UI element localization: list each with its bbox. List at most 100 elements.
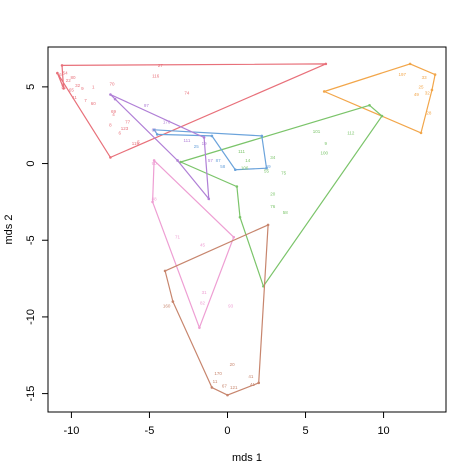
x-tick-label: -5 xyxy=(145,425,155,437)
x-tick-label: 10 xyxy=(377,425,389,437)
point-label: 31 xyxy=(202,290,208,295)
point-label: 76 xyxy=(270,204,276,209)
point-label: 61 xyxy=(152,127,158,132)
point-label: 5 xyxy=(137,140,140,145)
point-label: 71 xyxy=(175,235,181,240)
hull-vertex-marker xyxy=(235,185,239,188)
point-label: 9 xyxy=(81,86,84,91)
hull-vertex-marker xyxy=(257,381,261,385)
hull-vertex-marker xyxy=(62,87,65,90)
hull-vertex-marker xyxy=(207,197,211,201)
point-label: 116 xyxy=(152,74,160,79)
point-label: 19 xyxy=(202,141,208,146)
point-label: 32 xyxy=(425,91,431,96)
point-label: 20 xyxy=(230,362,236,367)
point-label: 55 xyxy=(264,169,270,174)
hull-vertex-marker xyxy=(163,269,167,273)
point-label: 197 xyxy=(399,72,407,77)
point-label: 101 xyxy=(313,129,321,134)
y-tick-label: -5 xyxy=(25,235,37,245)
x-tick-label: 5 xyxy=(302,425,308,437)
x-axis-title: mds 1 xyxy=(232,452,262,464)
point-label: 160 xyxy=(163,304,171,309)
point-label: 6 xyxy=(59,72,62,77)
point-label: 75 xyxy=(281,170,287,175)
point-label: 87 xyxy=(216,158,222,163)
point-label: 22 xyxy=(66,78,72,83)
hull-vertex-marker xyxy=(152,159,156,162)
point-label: 27 xyxy=(158,63,164,68)
hull-vertex-marker xyxy=(202,136,206,139)
y-axis: 5 0 -5 -10 -15 xyxy=(25,84,49,402)
point-label: 11 xyxy=(213,379,218,384)
point-label: 74 xyxy=(184,91,190,96)
point-label: 65 xyxy=(69,87,75,92)
hull-vertex-marker xyxy=(60,64,64,67)
point-label: 49 xyxy=(414,92,420,97)
point-label: 33 xyxy=(422,75,428,80)
point-label: 31 xyxy=(61,84,67,89)
plot-frame xyxy=(47,46,447,413)
hull-vertex-marker xyxy=(368,103,371,107)
point-label: 57 xyxy=(208,158,214,163)
point-label: 111 xyxy=(183,138,190,143)
hull-vertex-marker xyxy=(109,156,112,159)
hull-vertex-marker xyxy=(56,71,59,75)
y-tick-label: 5 xyxy=(25,84,37,90)
point-label: 100 xyxy=(321,150,329,155)
hull-vertex-marker xyxy=(171,300,175,303)
point-label: 60 xyxy=(91,101,97,106)
hull-vertex-marker xyxy=(109,93,112,96)
point-label: 112 xyxy=(347,130,355,135)
group-hull-6 xyxy=(151,159,235,330)
hull-vertex-marker xyxy=(233,168,237,171)
hull-vertex-marker xyxy=(176,159,179,162)
point-label: 4 xyxy=(112,112,115,117)
point-label: 54 xyxy=(63,71,69,76)
hull-vertex-marker xyxy=(210,134,214,138)
point-label: 1 xyxy=(92,84,95,89)
point-label: 77 xyxy=(125,120,131,125)
hull-vertex-marker xyxy=(260,134,264,138)
group-hull-1 xyxy=(56,63,327,159)
y-tick-label: -15 xyxy=(25,386,37,402)
hull-vertex-marker xyxy=(322,90,326,93)
point-label: 106 xyxy=(241,166,249,171)
point-label: 7 xyxy=(84,98,87,103)
point-label: 80 xyxy=(70,75,76,80)
point-label: 82 xyxy=(200,301,206,306)
hull-vertex-marker xyxy=(419,131,423,135)
point-label: 25 xyxy=(419,84,425,89)
y-tick-label: 0 xyxy=(25,160,37,166)
point-label: 93 xyxy=(228,304,234,309)
point-label: 88 xyxy=(152,196,158,201)
point-label: 59 xyxy=(266,164,272,169)
hull-vertex-marker xyxy=(210,386,214,389)
point-label: 119 xyxy=(132,141,140,146)
hull-vertex-marker xyxy=(324,62,328,66)
hull-vertex-marker xyxy=(198,326,201,329)
hull-vertex-marker xyxy=(238,215,242,219)
hull-vertex-marker xyxy=(265,166,268,170)
point-label: 41 xyxy=(250,382,256,387)
point-label: 8 xyxy=(109,123,112,128)
point-label: 70 xyxy=(109,81,115,86)
hull-vertex-marker xyxy=(408,62,412,66)
group-hull-7 xyxy=(164,223,269,396)
point-label: 67 xyxy=(222,383,228,388)
hull-vertex-marker xyxy=(113,97,117,101)
hull-vertex-marker xyxy=(433,73,437,76)
hull-vertex-marker xyxy=(232,235,236,239)
point-label: 41 xyxy=(248,374,254,379)
x-tick-label: -10 xyxy=(63,425,79,437)
x-tick-label: 0 xyxy=(224,425,230,437)
point-label: 111 xyxy=(238,149,245,154)
hull-vertex-marker xyxy=(226,393,229,397)
point-label: 90 xyxy=(152,161,158,166)
point-label: 123 xyxy=(121,126,129,131)
point-label: 14 xyxy=(245,158,251,163)
hull-vertex-marker xyxy=(266,223,270,227)
point-label: 9 xyxy=(325,141,328,146)
